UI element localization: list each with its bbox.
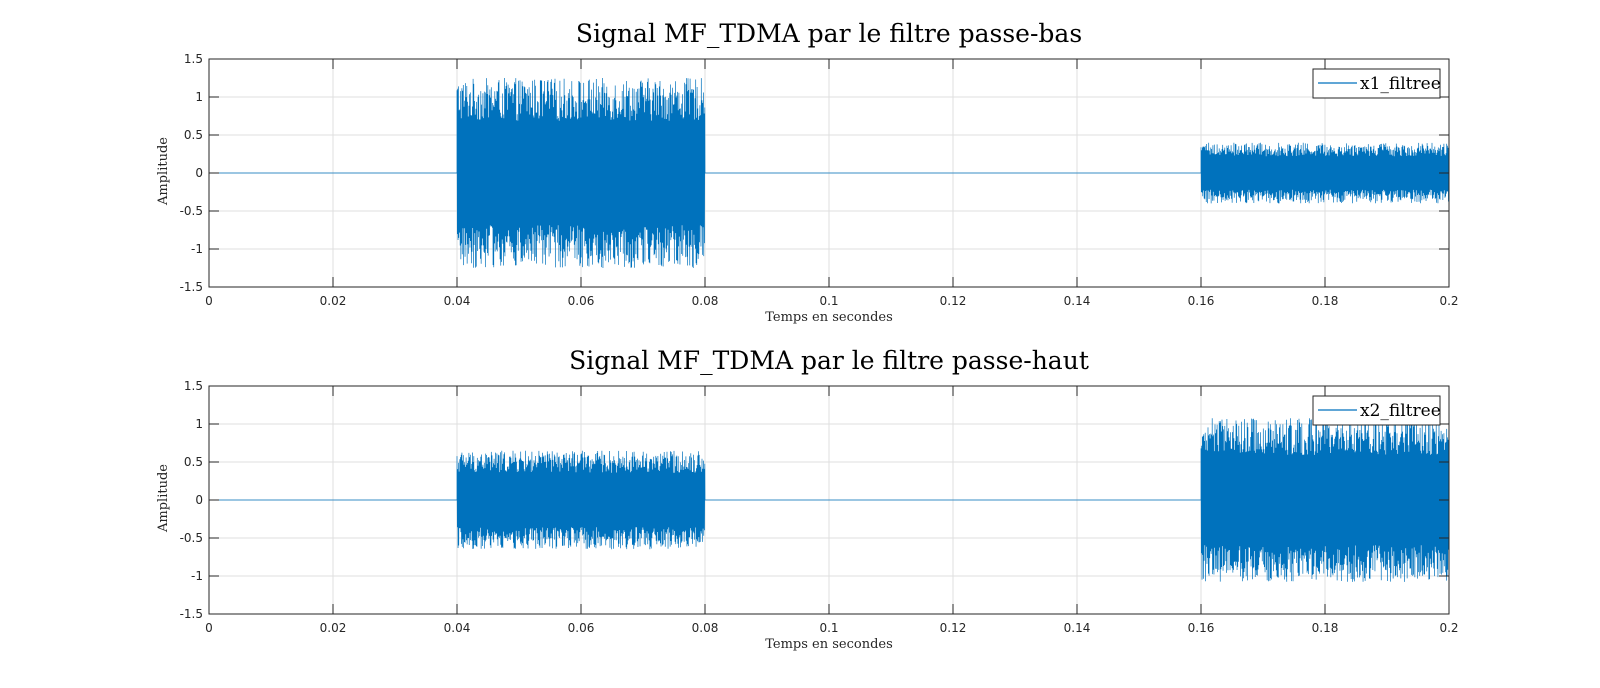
y-tick-label: 1.5 (184, 379, 203, 393)
y-axis-label: Amplitude (156, 464, 171, 533)
x-tick-label: 0 (205, 621, 213, 635)
series-line (209, 418, 1450, 582)
x-tick-label: 0.04 (444, 294, 471, 308)
ticks: 0 0.02 0.04 0.06 0.08 0.1 0.12 0.14 0.16 0.18 0.2 -… (180, 52, 1459, 308)
x-tick-label: 0.02 (320, 621, 347, 635)
y-tick-label: -0.5 (180, 204, 203, 218)
y-tick-label: 0 (195, 493, 203, 507)
x-tick-label: 0.18 (1312, 621, 1339, 635)
y-tick-label: -1.5 (180, 280, 203, 294)
x-tick-label: 0.16 (1188, 621, 1215, 635)
ticks: 0 0.02 0.04 0.06 0.08 0.1 0.12 0.14 0.16 0.18 0.2 -… (180, 379, 1459, 635)
x-tick-label: 0 (205, 294, 213, 308)
x-tick-label: 0.2 (1439, 294, 1458, 308)
y-tick-label: 0.5 (184, 128, 203, 142)
x-tick-label: 0.02 (320, 294, 347, 308)
y-axis-label: Amplitude (156, 137, 171, 206)
y-tick-label: -0.5 (180, 531, 203, 545)
legend: x2_filtree (1312, 395, 1441, 426)
y-tick-label: 1.5 (184, 52, 203, 66)
x-tick-label: 0.12 (940, 294, 967, 308)
x-tick-label: 0.1 (819, 294, 838, 308)
subplot-lowpass: Signal MF_TDMA par le filtre passe-bas 0… (156, 19, 1459, 325)
x-axis-label: Temps en secondes (765, 310, 893, 325)
x-tick-label: 0.06 (568, 621, 595, 635)
x-tick-label: 0.14 (1064, 621, 1091, 635)
x-tick-label: 0.08 (692, 294, 719, 308)
x-tick-label: 0.12 (940, 621, 967, 635)
signal-series (209, 418, 1450, 582)
x-tick-label: 0.16 (1188, 294, 1215, 308)
legend-box (1312, 68, 1441, 99)
y-tick-label: -1 (191, 569, 203, 583)
subplot-highpass: Signal MF_TDMA par le filtre passe-haut … (156, 346, 1459, 652)
x-tick-label: 0.04 (444, 621, 471, 635)
y-tick-label: 1 (195, 417, 203, 431)
legend-entry: x2_filtree (1360, 401, 1441, 421)
x-tick-label: 0.1 (819, 621, 838, 635)
y-tick-label: 1 (195, 90, 203, 104)
y-tick-label: -1.5 (180, 607, 203, 621)
chart-title: Signal MF_TDMA par le filtre passe-bas (576, 19, 1082, 48)
x-tick-label: 0.2 (1439, 621, 1458, 635)
signal-series (209, 77, 1450, 269)
x-tick-label: 0.08 (692, 621, 719, 635)
y-tick-label: 0 (195, 166, 203, 180)
x-tick-label: 0.06 (568, 294, 595, 308)
x-tick-label: 0.18 (1312, 294, 1339, 308)
y-tick-label: 0.5 (184, 455, 203, 469)
legend-entry: x1_filtree (1360, 74, 1441, 94)
x-axis-label: Temps en secondes (765, 637, 893, 652)
chart-title: Signal MF_TDMA par le filtre passe-haut (569, 346, 1089, 375)
y-tick-label: -1 (191, 242, 203, 256)
legend: x1_filtree (1312, 68, 1441, 99)
series-line (209, 77, 1450, 269)
x-tick-label: 0.14 (1064, 294, 1091, 308)
